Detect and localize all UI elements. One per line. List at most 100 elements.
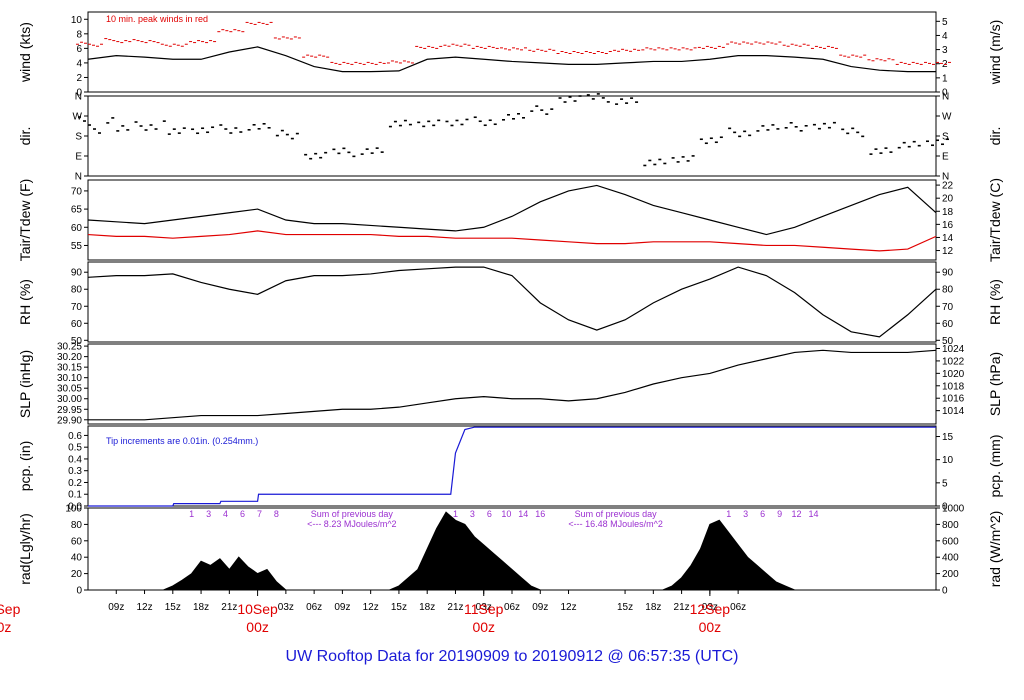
peak-wind-mark	[887, 58, 891, 60]
peak-wind-mark	[613, 49, 617, 51]
day-sub-label: 00z	[699, 619, 722, 635]
time-tick-label: 18z	[193, 602, 209, 613]
peak-wind-mark	[382, 62, 386, 64]
left-tick-label-wind: 6	[76, 44, 82, 55]
hour-marker: 14	[518, 509, 528, 519]
dir-point	[812, 123, 816, 126]
peak-wind-mark	[915, 62, 919, 64]
peak-wind-mark	[625, 49, 629, 51]
dir-point	[620, 98, 624, 100]
peak-wind-mark	[112, 40, 116, 42]
right-tick-label-temp: 12	[942, 246, 954, 257]
peak-wind-mark	[504, 48, 507, 50]
right-tick-label-rh: 60	[942, 319, 954, 330]
rad-annotation: <--- 16.48 MJoules/m^2	[568, 519, 663, 529]
peak-wind-mark	[322, 55, 326, 57]
peak-wind-mark	[839, 54, 843, 56]
dir-point	[478, 120, 482, 123]
peak-wind-mark	[818, 46, 822, 48]
dir-point	[568, 96, 572, 98]
dir-point	[106, 122, 110, 124]
dir-point	[822, 122, 826, 125]
peak-wind-mark	[516, 48, 519, 50]
dir-point	[606, 101, 610, 103]
peak-wind-mark	[596, 51, 600, 52]
dir-point	[134, 121, 138, 123]
peak-wind-mark	[806, 44, 810, 46]
peak-wind-mark	[661, 48, 665, 50]
day-sub-label: 00z	[472, 619, 495, 635]
dir-point	[319, 156, 323, 159]
peak-wind-mark	[160, 43, 164, 45]
time-tick-label: 18z	[419, 602, 435, 613]
peak-wind-mark	[532, 50, 536, 52]
peak-wind-mark	[637, 49, 641, 51]
peak-wind-mark	[475, 45, 479, 47]
peak-wind-mark	[100, 43, 103, 45]
peak-wind-mark	[108, 39, 112, 41]
peak-wind-mark	[128, 41, 132, 43]
peak-wind-mark	[758, 42, 762, 44]
peak-wind-mark	[693, 47, 697, 49]
time-tick-label: 06z	[306, 602, 322, 613]
ylabel-right-slp: SLP (hPa)	[987, 352, 1003, 416]
dir-point	[388, 125, 392, 128]
peak-wind-mark	[859, 56, 863, 58]
right-tick-label-dir: W	[942, 112, 952, 123]
peak-wind-mark	[794, 44, 798, 46]
right-tick-label-temp: 16	[942, 220, 954, 231]
right-tick-label-rad: 200	[942, 569, 959, 580]
peak-wind-mark	[249, 22, 253, 24]
peak-wind-mark	[621, 48, 625, 50]
peak-wind-mark	[826, 45, 830, 47]
dir-point	[201, 127, 205, 130]
peak-wind-mark	[782, 44, 786, 46]
time-tick-label: 21z	[674, 602, 690, 613]
peak-wind-mark	[528, 49, 532, 51]
dir-point	[144, 129, 148, 131]
right-tick-label-dir: E	[942, 152, 949, 163]
peak-wind-mark	[754, 41, 758, 43]
right-tick-label-temp: 14	[942, 233, 954, 244]
rad-annotation: Sum of previous day	[575, 509, 658, 519]
dir-point	[625, 102, 629, 104]
dir-point	[926, 140, 929, 143]
peak-wind-mark	[253, 23, 257, 25]
peak-wind-mark	[302, 56, 306, 58]
annotation-wind: 10 min. peak winds in red	[106, 14, 208, 24]
dir-point	[907, 145, 911, 148]
panel-frame-temp	[87, 179, 937, 261]
dir-point	[450, 124, 454, 127]
dir-point	[427, 120, 431, 123]
peak-wind-mark	[629, 50, 633, 52]
dir-point	[352, 155, 356, 158]
right-tick-label-rh: 50	[942, 336, 954, 347]
peak-wind-mark	[277, 38, 281, 40]
peak-wind-mark	[76, 43, 79, 45]
hour-marker: 6	[760, 509, 765, 519]
peak-wind-mark	[402, 60, 406, 62]
right-tick-label-rad: 400	[942, 553, 959, 564]
dir-point	[83, 120, 86, 122]
peak-wind-mark	[136, 40, 140, 42]
hour-marker: 4	[223, 509, 228, 519]
dir-point	[771, 124, 775, 126]
peak-wind-mark	[84, 42, 87, 44]
time-tick-label: 03z	[476, 602, 492, 613]
peak-wind-mark	[140, 41, 144, 43]
dir-point	[517, 113, 520, 115]
left-tick-label-rh: 80	[71, 285, 83, 296]
left-tick-label-slp: 30.00	[57, 394, 82, 405]
peak-wind-mark	[314, 56, 318, 58]
left-tick-label-dir: E	[75, 152, 82, 163]
ylabel-right-pcp: pcp. (mm)	[987, 435, 1003, 498]
peak-wind-mark	[152, 41, 156, 43]
dir-point	[149, 124, 153, 126]
peak-wind-mark	[834, 47, 838, 49]
peak-wind-mark	[871, 60, 875, 62]
peak-wind-mark	[447, 45, 451, 47]
panel-frame-pcp	[87, 425, 937, 507]
dir-point	[550, 108, 554, 110]
right-tick-label-wind: 0	[942, 88, 948, 99]
left-tick-label-rh: 70	[71, 302, 83, 313]
